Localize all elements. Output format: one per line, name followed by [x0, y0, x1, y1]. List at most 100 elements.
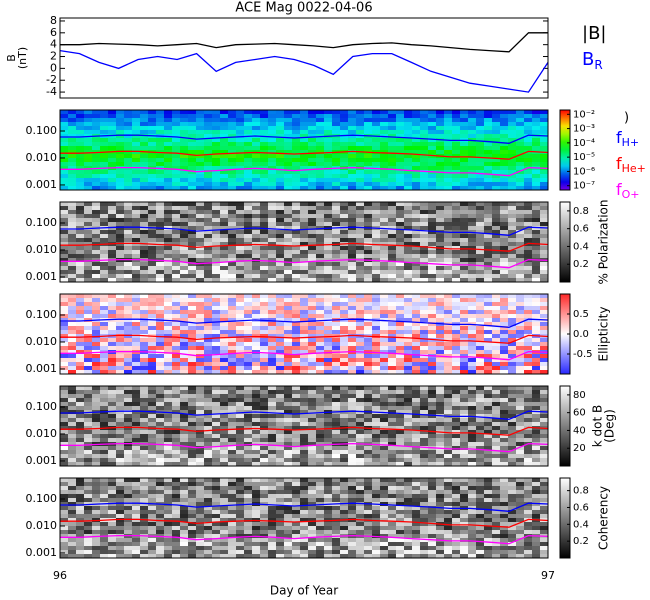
spectrogram-cell	[268, 258, 277, 263]
spectrogram-cell	[188, 418, 197, 423]
spectrogram-cell	[268, 118, 277, 123]
spectrogram-cell	[188, 142, 197, 147]
spectrogram-cell	[252, 174, 261, 179]
spectrogram-cell	[396, 390, 405, 395]
spectrogram-cell	[524, 358, 533, 363]
spectrogram-cell	[196, 422, 205, 427]
spectrogram-cell	[340, 346, 349, 351]
spectrogram-cell	[188, 230, 197, 235]
spectrogram-cell	[348, 414, 357, 419]
spectrogram-cell	[484, 246, 493, 251]
spectrogram-cell	[236, 150, 245, 155]
spectrogram-cell	[276, 346, 285, 351]
spectrogram-cell	[340, 306, 349, 311]
spectrogram-cell	[132, 214, 141, 219]
spectrogram-cell	[460, 170, 469, 175]
spectrogram-cell	[396, 178, 405, 183]
spectrogram-cell	[468, 110, 477, 115]
spectrogram-cell	[412, 238, 421, 243]
spectrogram-cell	[540, 138, 549, 143]
spectrogram-cell	[292, 278, 301, 283]
spectrogram-cell	[532, 254, 541, 259]
spectrogram-cell	[412, 154, 421, 159]
spectrogram-cell	[84, 186, 93, 191]
spectrogram-cell	[196, 394, 205, 399]
spectrogram-cell	[124, 458, 133, 463]
spectrogram-cell	[124, 278, 133, 283]
spectrogram-cell	[308, 166, 317, 171]
spectrogram-cell	[284, 362, 293, 367]
spectrogram-cell	[172, 122, 181, 127]
spectrogram-cell	[396, 250, 405, 255]
spectrogram-cell	[268, 242, 277, 247]
spectrogram-cell	[212, 226, 221, 231]
spectrogram-cell	[444, 162, 453, 167]
spectrogram-cell	[108, 438, 117, 443]
spectrogram-cell	[484, 250, 493, 255]
spectrogram-cell	[252, 122, 261, 127]
spectrogram-cell	[212, 170, 221, 175]
spectrogram-cell	[156, 174, 165, 179]
spectrogram-cell	[212, 238, 221, 243]
spectrogram-cell	[100, 178, 109, 183]
spectrogram-cell	[500, 342, 509, 347]
spectrogram-cell	[372, 302, 381, 307]
spectrogram-cell	[204, 270, 213, 275]
spectrogram-cell	[540, 346, 549, 351]
spectrogram-cell	[540, 450, 549, 455]
spectrogram-cell	[380, 422, 389, 427]
spectrogram-cell	[516, 326, 525, 331]
spectrogram-cell	[436, 362, 445, 367]
spectrogram-cell	[212, 158, 221, 163]
spectrogram-cell	[292, 266, 301, 271]
spectrogram-cell	[220, 390, 229, 395]
spectrogram-cell	[332, 406, 341, 411]
spectrogram-cell	[500, 358, 509, 363]
spectrogram-cell	[68, 358, 77, 363]
spectrogram-cell	[100, 222, 109, 227]
spectrogram-cell	[124, 386, 133, 391]
spectrogram-cell	[100, 294, 109, 299]
spectrogram-cell	[388, 150, 397, 155]
spectrogram-cell	[380, 174, 389, 179]
spectrogram-cell	[84, 326, 93, 331]
spectrogram-cell	[220, 350, 229, 355]
spectrogram-cell	[388, 322, 397, 327]
spectrogram-cell	[372, 138, 381, 143]
spectrogram-cell	[412, 234, 421, 239]
spectrogram-cell	[276, 150, 285, 155]
spectrogram-cell	[92, 126, 101, 131]
spectrogram-cell	[404, 170, 413, 175]
spectrogram-cell	[516, 206, 525, 211]
spectrogram-cell	[172, 426, 181, 431]
spectrogram-cell	[244, 158, 253, 163]
spectrogram-cell	[228, 330, 237, 335]
spectrogram-cell	[404, 422, 413, 427]
spectrogram-cell	[68, 214, 77, 219]
spectrogram-cell	[428, 350, 437, 355]
spectrogram-cell	[468, 390, 477, 395]
spectrogram-cell	[196, 310, 205, 315]
spectrogram-cell	[420, 386, 429, 391]
spectrogram-cell	[492, 158, 501, 163]
spectrogram-cell	[188, 166, 197, 171]
spectrogram-cell	[524, 114, 533, 119]
spectrogram-cell	[188, 426, 197, 431]
spectrogram-cell	[84, 450, 93, 455]
spectrogram-cell	[68, 230, 77, 235]
spectrogram-cell	[540, 174, 549, 179]
spectrogram-cell	[380, 158, 389, 163]
spectrogram-cell	[500, 150, 509, 155]
spectrogram-cell	[180, 110, 189, 115]
spectrogram-cell	[452, 110, 461, 115]
spectrogram-cell	[284, 242, 293, 247]
spectrogram-cell	[164, 362, 173, 367]
spectrogram-cell	[316, 214, 325, 219]
spectrogram-cell	[316, 222, 325, 227]
spectrogram-cell	[100, 254, 109, 259]
spectrogram-cell	[436, 146, 445, 151]
spectrogram-cell	[364, 354, 373, 359]
spectrogram-cell	[332, 218, 341, 223]
spectrogram-cell	[460, 222, 469, 227]
spectrogram-cell	[156, 146, 165, 151]
